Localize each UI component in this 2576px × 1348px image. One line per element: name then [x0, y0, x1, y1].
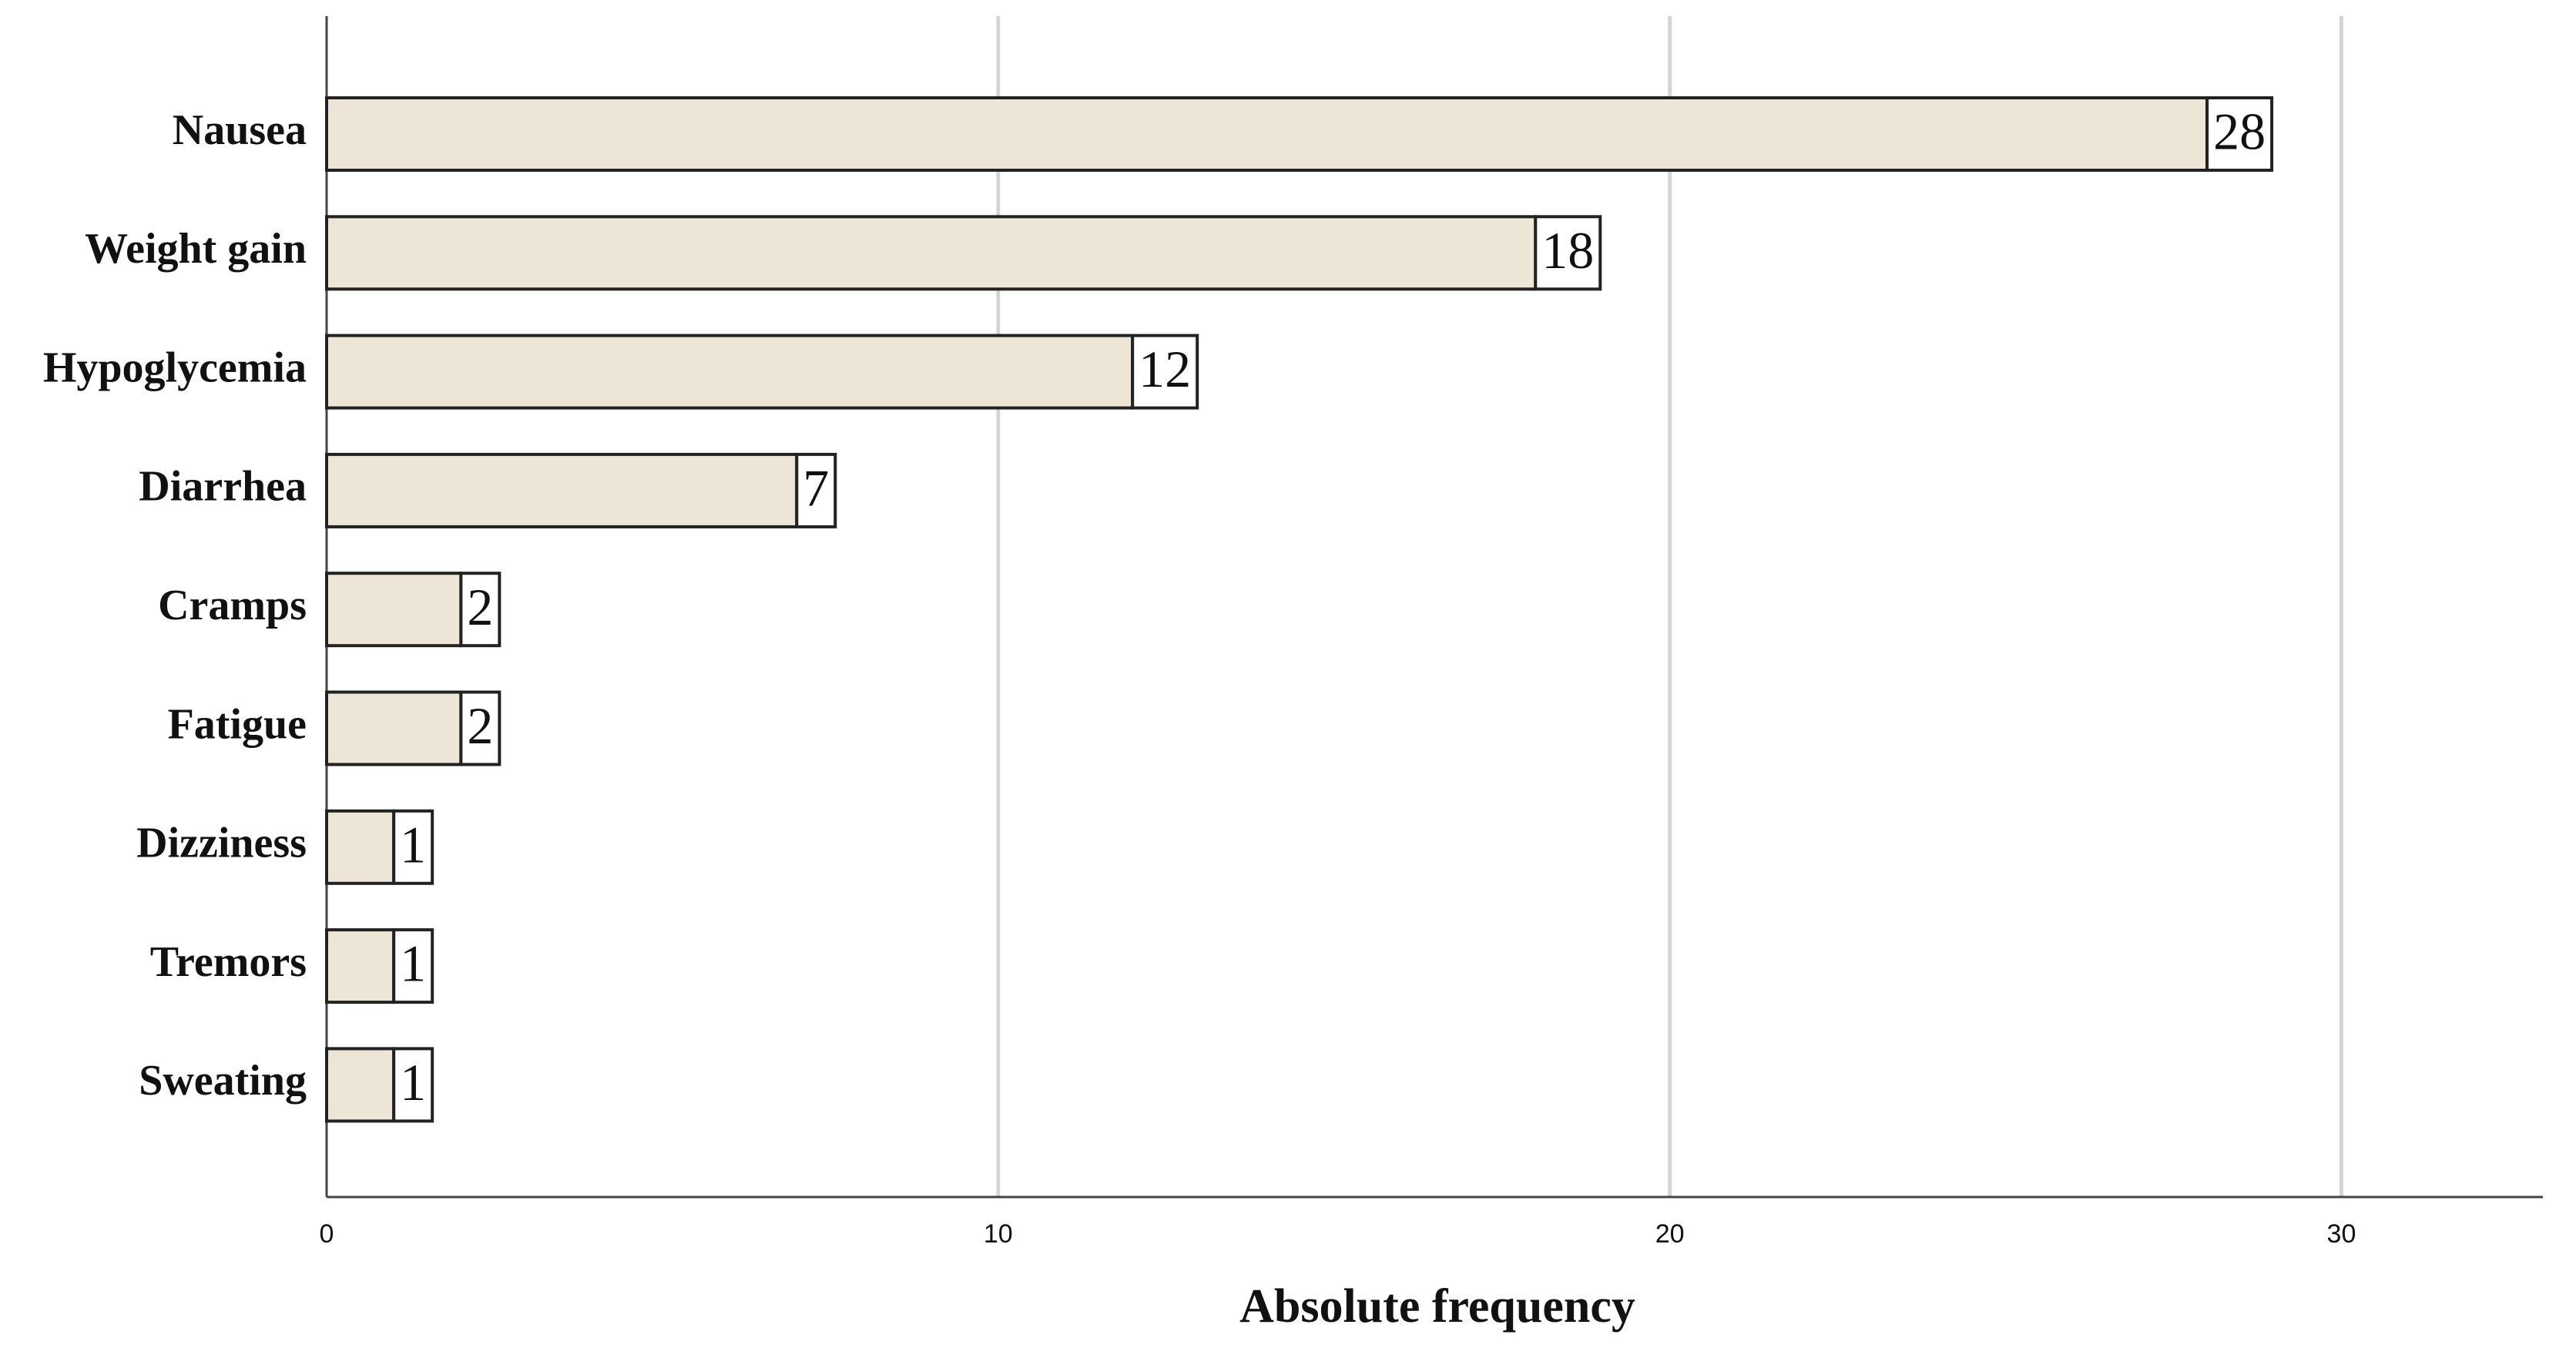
- bar: [325, 96, 2209, 172]
- y-tick-label: Diarrhea: [139, 463, 307, 511]
- x-tick-label: 10: [984, 1219, 1013, 1249]
- y-tick-label: Sweating: [139, 1057, 307, 1105]
- bar: [325, 215, 1538, 291]
- y-tick-label: Nausea: [173, 106, 307, 154]
- value-label: 1: [400, 815, 426, 874]
- y-tick-label: Weight gain: [85, 225, 307, 273]
- y-tick-label: Dizziness: [136, 820, 307, 867]
- bar: [325, 809, 396, 885]
- value-label-box: [392, 809, 434, 885]
- bar: [325, 928, 396, 1004]
- value-label-box: [1131, 334, 1199, 410]
- x-axis-title: Absolute frequency: [1239, 1280, 1635, 1333]
- value-label: 1: [400, 934, 426, 993]
- value-label-box: [1534, 215, 1602, 291]
- value-label: 2: [467, 578, 493, 636]
- value-label: 7: [803, 459, 829, 518]
- bar: [325, 452, 799, 528]
- value-label-box: [459, 690, 501, 766]
- value-label: 1: [400, 1053, 426, 1112]
- y-tick-label: Cramps: [158, 582, 307, 629]
- value-label-box: [795, 452, 837, 528]
- value-label: 2: [467, 696, 493, 755]
- y-tick-label: Fatigue: [168, 700, 307, 748]
- x-tick-label: 30: [2327, 1219, 2356, 1249]
- bar: [325, 690, 463, 766]
- bar: [325, 334, 1135, 410]
- value-label: 12: [1139, 340, 1191, 398]
- y-tick-label: Hypoglycemia: [43, 344, 307, 391]
- y-tick-label: Tremors: [150, 938, 307, 986]
- x-tick-label: 20: [1655, 1219, 1685, 1249]
- value-label-box: [392, 928, 434, 1004]
- value-label-box: [392, 1047, 434, 1123]
- value-label: 28: [2213, 102, 2266, 161]
- value-label-box: [459, 572, 501, 648]
- value-label-box: [2205, 96, 2274, 172]
- value-label: 18: [1541, 221, 1594, 280]
- x-tick-label: 0: [320, 1219, 334, 1249]
- bar: [325, 572, 463, 648]
- bar: [325, 1047, 396, 1123]
